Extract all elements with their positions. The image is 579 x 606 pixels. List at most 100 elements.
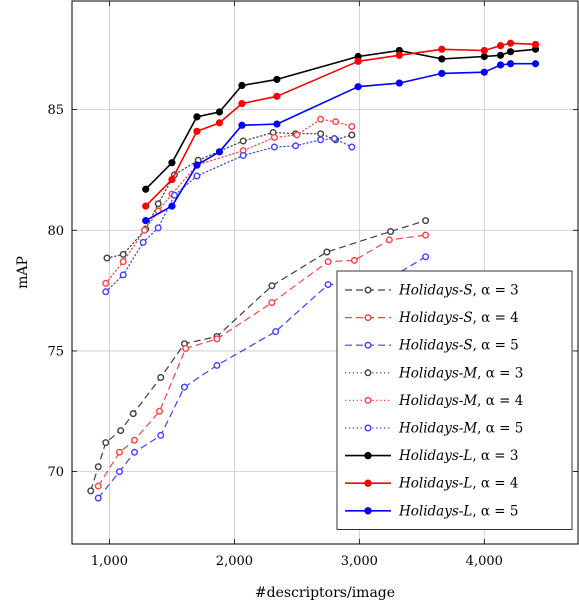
legend-label-italic: Holidays-L — [398, 503, 472, 519]
data-point — [157, 431, 165, 439]
data-point — [130, 448, 138, 456]
data-point — [193, 172, 201, 180]
data-point — [168, 159, 176, 167]
data-point — [238, 81, 246, 90]
data-point — [506, 39, 515, 47]
data-point — [496, 51, 505, 59]
data-point — [94, 494, 102, 502]
legend-label: Holidays-M, α = 3 — [398, 365, 523, 381]
legend-label-italic: Holidays-L — [398, 448, 472, 464]
data-point — [332, 118, 340, 126]
data-point — [142, 217, 150, 225]
y-tick-label: 80 — [47, 224, 64, 239]
data-point — [387, 227, 395, 235]
y-tick-label: 75 — [47, 344, 64, 359]
data-point — [438, 55, 446, 63]
series-line — [145, 48, 536, 190]
x-tick-label: 1,000 — [91, 554, 128, 569]
series-1 — [87, 217, 430, 495]
legend-marker — [364, 369, 372, 377]
data-point — [155, 407, 163, 415]
legend-label-italic: Holidays-S — [398, 283, 473, 299]
data-point — [354, 57, 362, 65]
legend-label-italic: Holidays-L — [398, 476, 472, 492]
data-point — [273, 92, 281, 100]
legend-marker — [364, 314, 372, 322]
data-point — [238, 99, 246, 108]
legend-label-rest: , α = 4 — [477, 393, 523, 409]
data-point — [480, 68, 488, 76]
data-point — [348, 131, 356, 139]
data-point — [140, 226, 148, 234]
legend-marker — [364, 479, 372, 487]
legend-label: Holidays-S, α = 4 — [398, 310, 519, 326]
legend-label-rest: , α = 4 — [472, 476, 518, 492]
data-point — [215, 119, 224, 127]
data-point — [506, 60, 515, 68]
x-tick-label: 4,000 — [466, 554, 503, 569]
data-point — [293, 131, 301, 139]
x-axis-label: #descriptors/image — [255, 585, 395, 601]
series-7 — [142, 45, 540, 193]
data-point — [94, 482, 102, 490]
data-point — [317, 136, 325, 144]
legend-label-rest: , α = 3 — [477, 365, 523, 381]
legend-marker — [364, 286, 372, 294]
data-point — [87, 487, 95, 495]
data-point — [130, 436, 138, 444]
data-point — [273, 120, 281, 128]
data-point — [348, 143, 356, 151]
y-tick-label: 85 — [47, 103, 64, 118]
data-point — [102, 439, 110, 447]
plot-frame — [71, 0, 579, 545]
data-point — [215, 108, 224, 116]
data-point — [270, 133, 278, 141]
data-point — [395, 79, 403, 87]
data-point — [330, 135, 338, 143]
legend-box — [336, 270, 573, 530]
data-point — [350, 256, 358, 264]
data-point — [292, 142, 300, 150]
legend-entry-1: Holidays-S, α = 3 — [345, 283, 519, 299]
legend-marker — [364, 341, 372, 349]
series-9 — [142, 60, 540, 225]
data-point — [354, 83, 362, 91]
data-point — [102, 288, 110, 296]
legend-label-rest: , α = 5 — [472, 503, 518, 519]
data-point — [193, 161, 201, 169]
data-point — [142, 185, 150, 193]
data-point — [422, 231, 430, 239]
legend-label: Holidays-L, α = 3 — [398, 448, 519, 464]
data-point — [213, 335, 221, 343]
data-point — [239, 137, 247, 145]
legend-label-rest: , α = 5 — [473, 338, 519, 354]
data-point — [119, 271, 127, 279]
legend-label-italic: Holidays-M — [398, 365, 478, 381]
data-point — [129, 410, 137, 418]
legend-entry-9: Holidays-L, α = 5 — [345, 503, 519, 519]
legend-label: Holidays-S, α = 5 — [398, 338, 519, 354]
data-point — [438, 45, 446, 53]
data-point — [395, 51, 403, 59]
data-point — [272, 328, 280, 336]
data-point — [480, 52, 488, 61]
legend-label-italic: Holidays-S — [398, 338, 473, 354]
legend-entry-4: Holidays-M, α = 3 — [345, 365, 523, 381]
legend-entry-2: Holidays-S, α = 4 — [345, 310, 519, 326]
data-point — [154, 200, 162, 208]
data-point — [317, 130, 325, 138]
data-point — [119, 250, 127, 258]
series-line — [105, 138, 353, 293]
data-point — [268, 282, 276, 290]
data-point — [142, 202, 150, 210]
y-axis-label: mAP — [15, 256, 31, 289]
data-point — [115, 468, 123, 476]
legend-label: Holidays-L, α = 5 — [398, 503, 519, 519]
series-line — [145, 42, 536, 207]
data-point — [385, 236, 393, 244]
data-point — [215, 148, 224, 156]
legend-label: Holidays-S, α = 3 — [398, 283, 519, 299]
data-point — [139, 238, 147, 246]
